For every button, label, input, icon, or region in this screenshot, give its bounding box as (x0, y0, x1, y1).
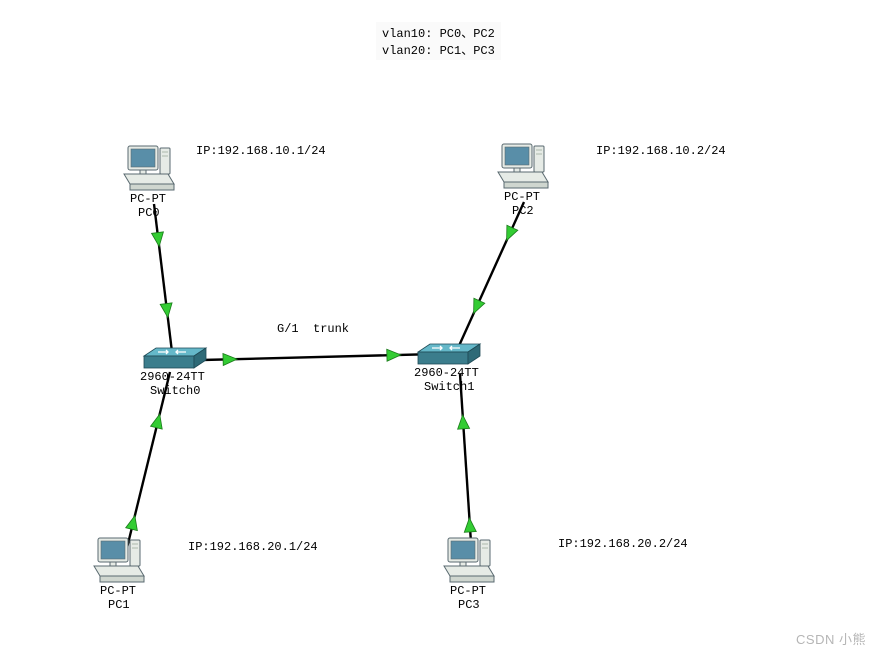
vlan-header: vlan10: PC0、PC2 vlan20: PC1、PC3 (376, 22, 501, 60)
pc2-name-label: PC2 (512, 204, 534, 220)
pc1-name-label: PC1 (108, 598, 130, 614)
trunk-link-label: G/1 trunk (277, 322, 349, 338)
sw1-name-label: Switch1 (424, 380, 474, 396)
pc3-ip-label: IP:192.168.20.2/24 (558, 537, 688, 553)
pc0-name-label: PC0 (138, 206, 160, 222)
vlan-line1: vlan10: PC0、PC2 (382, 24, 495, 41)
sw0-name-label: Switch0 (150, 384, 200, 400)
vlan-line2: vlan20: PC1、PC3 (382, 41, 495, 58)
pc1-ip-label: IP:192.168.20.1/24 (188, 540, 318, 556)
pc0-ip-label: IP:192.168.10.1/24 (196, 144, 326, 160)
watermark: CSDN 小熊 (796, 629, 866, 648)
pc2-ip-label: IP:192.168.10.2/24 (596, 144, 726, 160)
topology-canvas (0, 0, 876, 654)
pc3-name-label: PC3 (458, 598, 480, 614)
